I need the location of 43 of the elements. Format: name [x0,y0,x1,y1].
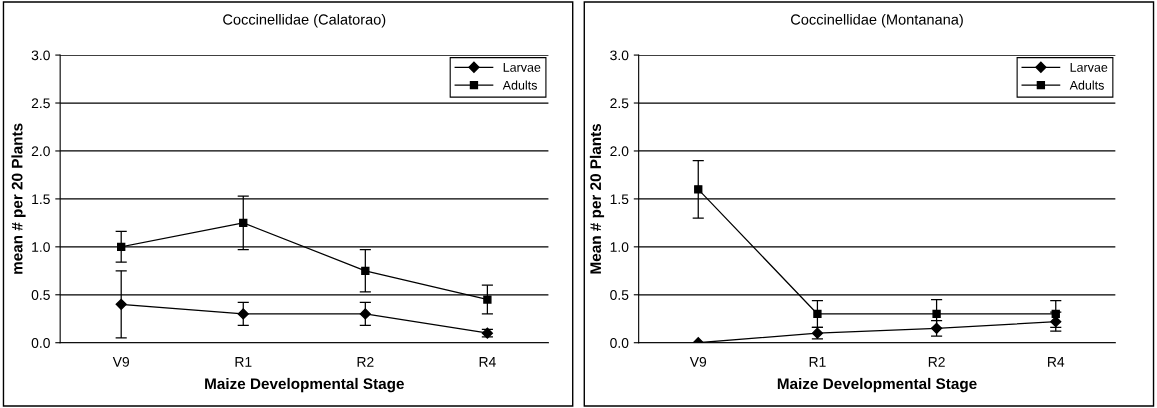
point [237,308,249,320]
point [361,266,370,275]
point [239,218,248,228]
y-tick-label: 2.5 [31,98,50,109]
point [813,309,822,319]
y-tick-label: 0.5 [610,290,629,300]
y-tick-label: 0.0 [610,338,629,348]
y-tick-label: 1.0 [610,242,629,253]
y-tick-label: 2.0 [610,146,629,157]
point [117,242,126,252]
x-axis-title: Maize Developmental Stage [205,377,404,393]
legend-label: Adults [1069,80,1104,90]
point [115,298,127,310]
y-tick-label: 0.5 [31,290,50,300]
chart-title: Coccinellidae (Montanana) [791,13,963,28]
point [1051,309,1060,319]
point [932,309,941,319]
x-tick-label: R4 [479,357,496,367]
x-tick-label: R4 [1048,357,1065,367]
y-tick-label: 1.5 [610,194,629,205]
legend-label: Larvae [503,63,541,72]
x-tick-label: R1 [809,357,826,367]
x-tick-label: R2 [357,356,374,367]
x-tick-label: R1 [235,357,252,367]
y-tick-label: 1.0 [32,242,50,253]
point [359,308,371,320]
y-tick-label: 3.0 [31,50,50,61]
x-axis-title: Maize Developmental Stage [777,377,977,393]
x-tick-label: V9 [112,356,130,367]
chart-title: Coccinellidae (Calatorao) [223,13,386,28]
legend-label: Larvae [1070,63,1108,72]
x-tick-label: R2 [928,356,945,367]
y-tick-label: 2.5 [610,98,629,109]
y-tick-label: 0.0 [31,338,50,348]
point [483,295,492,304]
y-tick-label: 3.0 [610,50,629,61]
y-tick-label: 1.5 [32,194,50,205]
y-tick-label: 2.0 [31,146,50,157]
y-axis-title: Mean # per 20 Plants [589,123,605,274]
legend-label: Adults [502,80,537,90]
y-axis-title: mean # per 20 Plants [11,123,26,274]
x-tick-label: V9 [689,356,707,367]
point [694,185,703,194]
